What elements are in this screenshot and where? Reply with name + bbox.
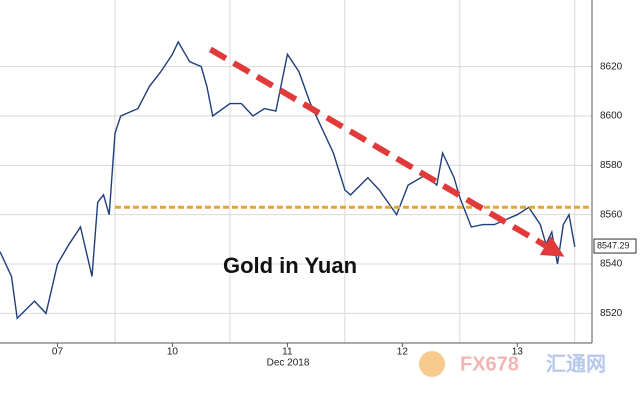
y-tick-label: 8540	[600, 259, 623, 270]
annotation: Gold in Yuan	[223, 253, 357, 278]
trend-arrow	[208, 46, 547, 249]
last-price-label: 8547.29	[597, 240, 630, 250]
x-axis-label: Dec 2018	[267, 358, 310, 369]
x-tick-label: 07	[52, 347, 64, 358]
x-tick-label: 12	[397, 347, 409, 358]
y-tick-label: 8620	[600, 61, 623, 72]
y-tick-label: 8560	[600, 209, 623, 220]
watermark-logo	[419, 351, 445, 377]
trend-arrow-head	[539, 236, 565, 257]
watermark-cn: 汇通网	[546, 352, 606, 375]
y-tick-label: 8600	[600, 111, 623, 122]
last-price-box	[593, 238, 637, 254]
y-tick-label: 8580	[600, 160, 623, 171]
y-tick-label: 8520	[600, 308, 623, 319]
x-tick-label: 11	[282, 347, 293, 358]
x-tick-label: 10	[167, 347, 179, 358]
watermark: FX678	[460, 353, 519, 375]
x-tick-label: 13	[512, 347, 524, 358]
